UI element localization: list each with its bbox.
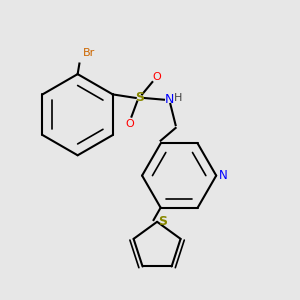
Text: H: H [174, 93, 182, 103]
Text: Br: Br [83, 48, 95, 58]
Text: N: N [219, 169, 228, 182]
Text: N: N [165, 93, 174, 106]
Text: O: O [125, 119, 134, 129]
Text: S: S [158, 214, 167, 228]
Text: O: O [152, 72, 161, 82]
Text: S: S [135, 92, 144, 104]
